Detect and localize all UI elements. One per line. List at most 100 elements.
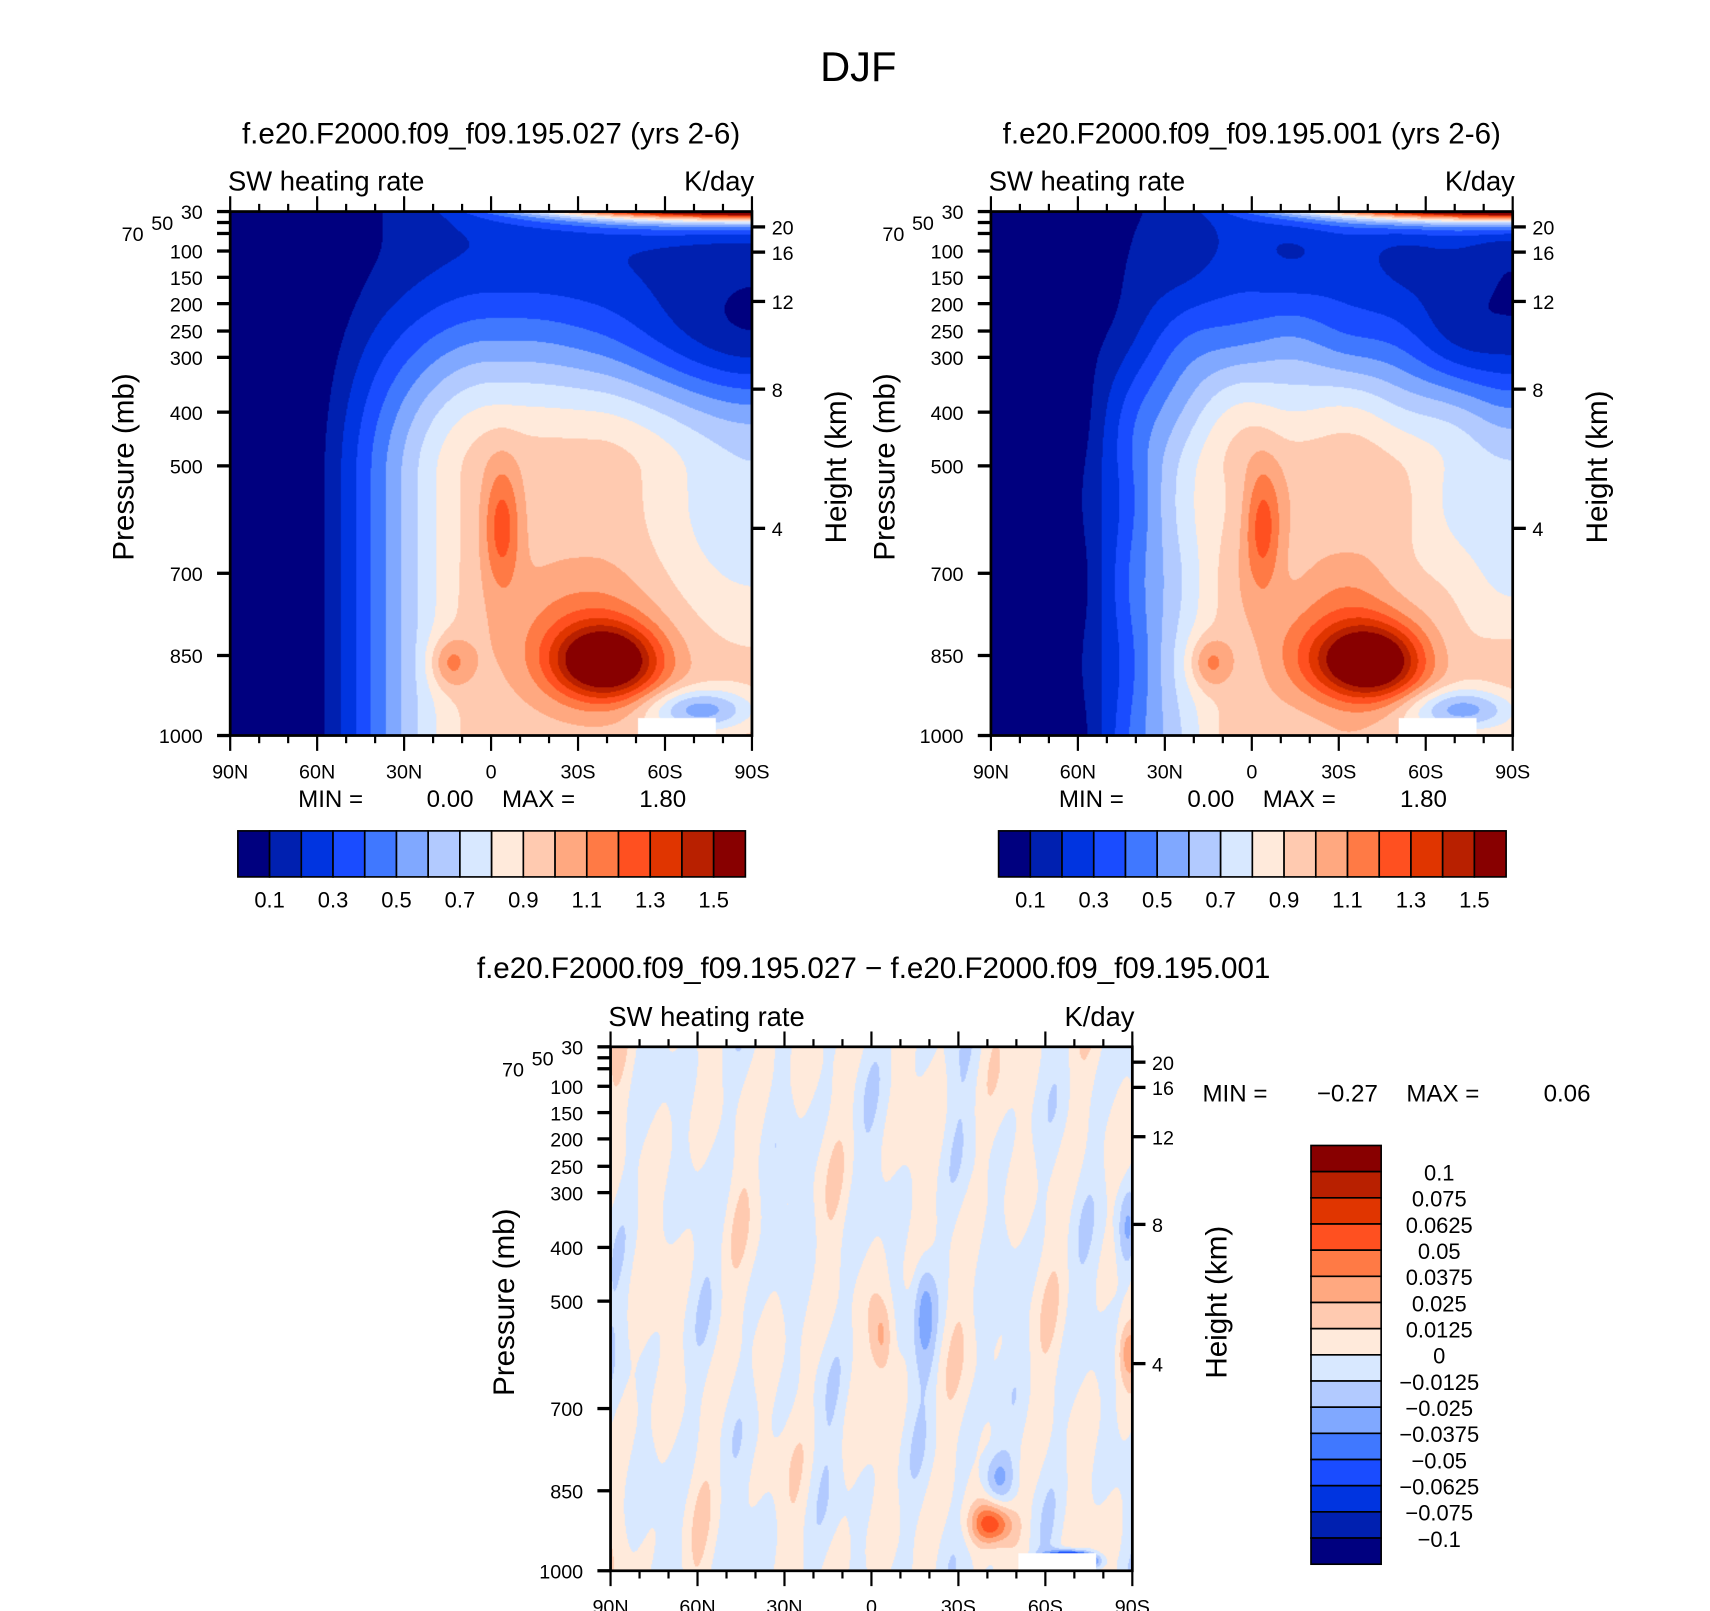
- colorbar-box: [1310, 1301, 1382, 1330]
- colorbar-box: [1310, 1484, 1382, 1513]
- colorbar-box: [1310, 1327, 1382, 1356]
- colorbar-label: −0.05: [1412, 1448, 1467, 1473]
- colorbar: 0.1 0.3 0.5 0.7 0.9 1.1 1.3 1.5: [237, 830, 747, 913]
- x-tick-label: 60N: [679, 1597, 715, 1611]
- y-tick-label: 100: [550, 1077, 583, 1099]
- x-tick-label: 30S: [941, 1597, 976, 1611]
- colorbar-box: [1156, 830, 1190, 878]
- y-tick-label: 30: [181, 202, 203, 224]
- colorbar-box: [681, 830, 715, 878]
- colorbar-label: 0.0375: [1406, 1265, 1473, 1290]
- max-label: MAX =: [1406, 1081, 1479, 1108]
- panel-1: f.e20.F2000.f09_f09.195.027 (yrs 2-6) SW …: [108, 118, 853, 913]
- colorbar-box: [395, 830, 430, 878]
- y2-tick-label: 8: [1152, 1215, 1163, 1237]
- y2-tick-label: 20: [1152, 1053, 1174, 1075]
- x-tick-label: 0: [1246, 761, 1257, 783]
- y2-tick-label: 16: [1532, 243, 1554, 265]
- colorbar-label: 1.5: [1459, 888, 1489, 913]
- panel-title: f.e20.F2000.f09_f09.195.027 − f.e20.F200…: [477, 952, 1271, 985]
- colorbar-box: [997, 830, 1032, 878]
- y-tick-label: 1000: [539, 1561, 583, 1583]
- colorbar-box: [1310, 1511, 1382, 1539]
- y-tick-label: 500: [550, 1292, 583, 1314]
- y-tick-label: 850: [931, 646, 964, 668]
- units-label: K/day: [1064, 1001, 1134, 1032]
- units-label: K/day: [684, 166, 754, 197]
- colorbar-box: [1310, 1275, 1382, 1304]
- y-tick-label: 250: [170, 322, 203, 344]
- min-label: MIN =: [298, 786, 363, 813]
- y-tick-label: 300: [931, 348, 964, 370]
- y2-tick-label: 4: [1152, 1354, 1163, 1376]
- colorbar-label: 1.1: [572, 888, 602, 913]
- colorbar-label: 0.05: [1418, 1239, 1461, 1264]
- x-tick-label: 0: [486, 761, 497, 783]
- colorbar-label: −0.0375: [1399, 1422, 1479, 1447]
- colorbar-box: [1029, 830, 1063, 878]
- colorbar-box: [1124, 830, 1159, 878]
- y-tick-label: 50: [912, 213, 934, 235]
- y-tick-label: 700: [550, 1399, 583, 1421]
- x-tick-label: 60N: [1060, 761, 1096, 783]
- x-tick-label: 30N: [766, 1597, 802, 1611]
- y2-tick-label: 12: [1532, 292, 1554, 314]
- variable-label: SW heating rate: [228, 166, 424, 197]
- x-tick-label: 30S: [560, 761, 595, 783]
- x-tick-label: 60S: [1408, 761, 1443, 783]
- contour-field-2: [990, 211, 1513, 736]
- colorbar-box: [712, 830, 747, 878]
- colorbar-box: [1251, 830, 1285, 878]
- colorbar-box: [1310, 1223, 1382, 1251]
- colorbar-box: [1092, 830, 1127, 878]
- contour-field-3: [610, 1046, 1133, 1571]
- figure-title: DJF: [820, 43, 896, 90]
- x-tick-label: 90S: [1115, 1597, 1150, 1611]
- min-label: MIN =: [1059, 786, 1124, 813]
- colorbar-label: 0.075: [1412, 1187, 1467, 1212]
- colorbar-label: 0: [1433, 1344, 1445, 1369]
- x-tick-label: 30N: [1147, 761, 1183, 783]
- max-value: 0.06: [1544, 1081, 1591, 1108]
- plot-frame: [228, 210, 754, 737]
- colorbar-box: [332, 830, 366, 878]
- x-tick-label: 90N: [973, 761, 1009, 783]
- plot-frame: [609, 1045, 1134, 1573]
- colorbar-box: [1061, 830, 1095, 878]
- y2-tick-label: 4: [1532, 519, 1543, 541]
- y-tick-label: 100: [931, 242, 964, 264]
- x-tick-label: 90S: [1495, 761, 1530, 783]
- colorbar-box: [585, 830, 620, 878]
- colorbar-box: [300, 830, 334, 878]
- y2-tick-label: 4: [772, 519, 783, 541]
- colorbar-box: [237, 830, 271, 878]
- colorbar-label: 0.3: [1079, 888, 1109, 913]
- x-tick-label: 60S: [1028, 1597, 1063, 1611]
- colorbar-box: [1441, 830, 1476, 878]
- min-label: MIN =: [1202, 1081, 1267, 1108]
- y-tick-label: 150: [550, 1103, 583, 1125]
- colorbar-label: 0.9: [508, 888, 538, 913]
- max-label: MAX =: [1263, 786, 1336, 813]
- y2-axis-title: Height (km): [1201, 1226, 1234, 1379]
- colorbar-box: [1473, 830, 1507, 878]
- colorbar-label: 0.7: [445, 888, 475, 913]
- colorbar-box: [1310, 1354, 1382, 1382]
- y-tick-label: 500: [170, 457, 203, 479]
- colorbar-box: [1310, 1458, 1382, 1487]
- colorbar-label: 1.3: [1396, 888, 1426, 913]
- colorbar-label: 0.3: [318, 888, 348, 913]
- colorbar-box: [427, 830, 461, 878]
- y-tick-label: 500: [931, 457, 964, 479]
- colorbar-box: [1310, 1380, 1382, 1409]
- y-tick-label: 400: [170, 403, 203, 425]
- colorbar-label: 1.5: [698, 888, 728, 913]
- y-tick-label: 50: [151, 213, 173, 235]
- x-tick-label: 0: [866, 1597, 877, 1611]
- min-value: 0.00: [427, 786, 474, 813]
- panel-title: f.e20.F2000.f09_f09.195.001 (yrs 2-6): [1003, 118, 1501, 151]
- colorbar-box: [459, 830, 493, 878]
- plot-frame: [989, 210, 1515, 737]
- colorbar-box: [1310, 1406, 1382, 1435]
